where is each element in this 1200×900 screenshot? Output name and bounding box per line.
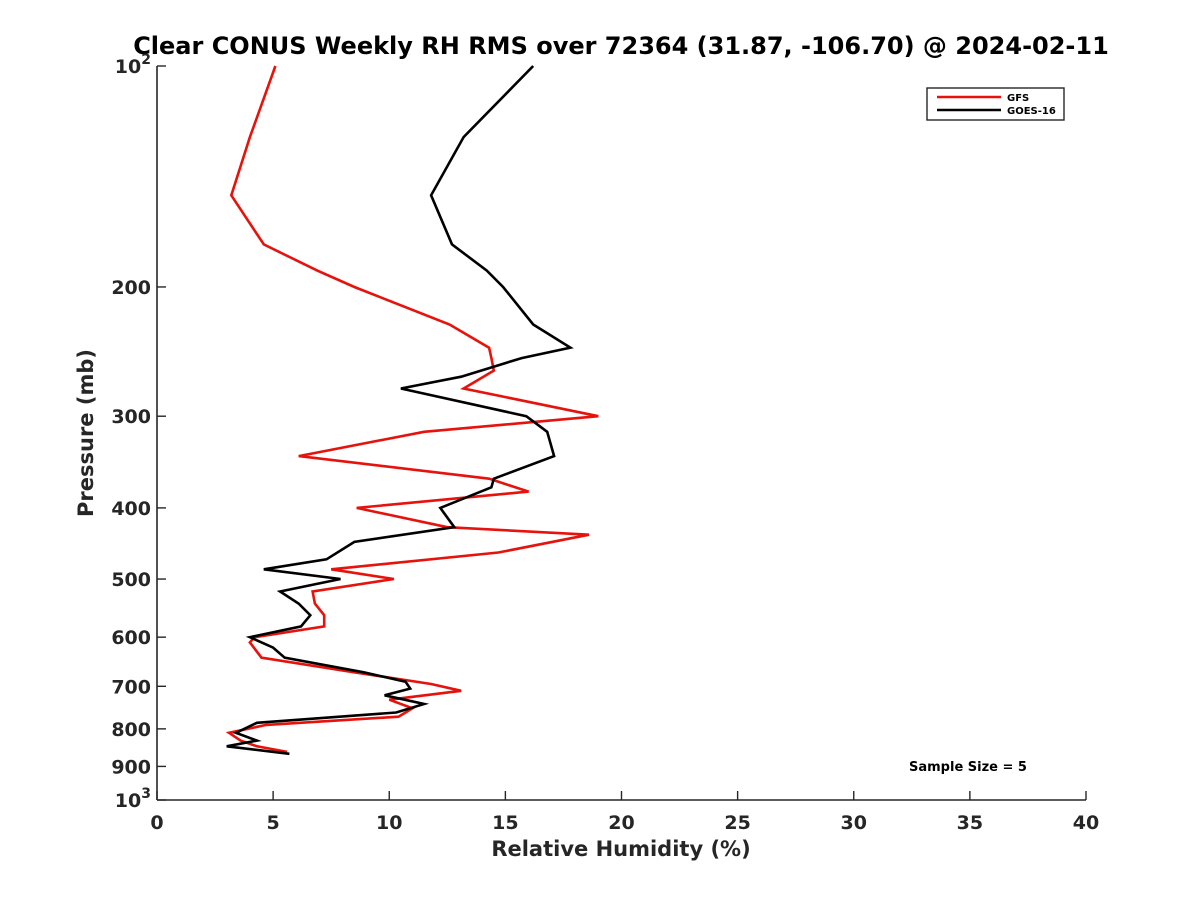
y-tick-label: 103 <box>115 786 151 812</box>
x-tick-label: 5 <box>267 812 280 834</box>
legend: GFS GOES-16 <box>926 87 1065 121</box>
y-tick-label: 400 <box>111 498 151 520</box>
x-tick-label: 10 <box>376 812 402 834</box>
axes-layer: 0 5 10 15 20 25 30 35 40 102 200 300 400 500 600 700 800… <box>111 52 1099 834</box>
x-tick-label: 15 <box>492 812 518 834</box>
legend-label: GFS <box>1007 93 1029 104</box>
x-tick-label: 40 <box>1073 812 1099 834</box>
x-axis-label: Relative Humidity (%) <box>491 837 750 861</box>
y-tick-label: 500 <box>111 569 151 591</box>
chart-title: Clear CONUS Weekly RH RMS over 72364 (31… <box>133 32 1109 60</box>
plot-area <box>157 66 1086 800</box>
series-line-goes-16 <box>226 65 574 756</box>
x-tick-label: 25 <box>724 812 750 834</box>
y-tick-label: 800 <box>111 719 151 741</box>
legend-box <box>926 87 1065 121</box>
y-axis-label: Pressure (mb) <box>74 349 98 517</box>
x-tick-label: 0 <box>150 812 163 834</box>
series-layer <box>225 65 599 756</box>
x-tick-label: 30 <box>841 812 867 834</box>
sample-size-note: Sample Size = 5 <box>909 760 1027 775</box>
legend-label: GOES-16 <box>1007 106 1056 117</box>
x-tick-label: 35 <box>957 812 983 834</box>
y-tick-label: 300 <box>111 406 151 428</box>
y-tick-label: 900 <box>111 756 151 778</box>
y-tick-label: 200 <box>111 277 151 299</box>
y-tick-label: 700 <box>111 676 151 698</box>
series-line-gfs <box>225 65 599 754</box>
y-tick-label: 600 <box>111 627 151 649</box>
y-tick-label: 102 <box>115 52 151 78</box>
x-tick-label: 20 <box>608 812 634 834</box>
